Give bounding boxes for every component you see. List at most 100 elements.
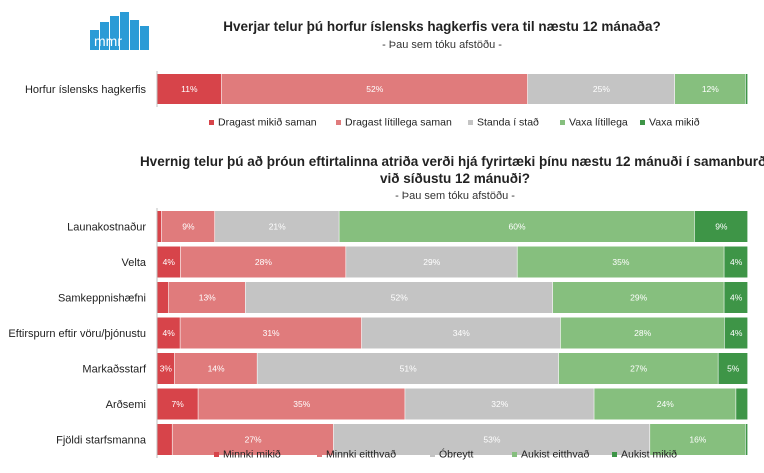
logo-text: mmr	[94, 33, 122, 49]
bar-segment	[172, 424, 334, 455]
legend-item-label: Standa í stað	[477, 117, 539, 129]
chart1-subtitle: - Þau sem tóku afstöðu -	[382, 39, 502, 51]
legend-item-label: Aukist eitthvað	[521, 449, 589, 461]
data-label: 52%	[366, 84, 383, 94]
data-label: 60%	[509, 222, 526, 232]
bar-segment	[221, 74, 528, 104]
bar-segment	[552, 282, 724, 313]
legend-swatch	[468, 120, 473, 125]
bar-segment	[157, 74, 222, 104]
data-label: 27%	[245, 435, 262, 445]
data-label: 13%	[199, 293, 216, 303]
category-label: Horfur íslensks hagkerfis	[25, 84, 147, 96]
data-label: 29%	[423, 257, 440, 267]
legend-swatch	[640, 120, 645, 125]
legend-item-label: Aukist mikið	[621, 449, 677, 461]
bar-segment	[198, 388, 405, 420]
bar-segment	[517, 246, 724, 278]
bar-segment	[718, 353, 748, 384]
data-label: 9%	[715, 222, 728, 232]
data-label: 3%	[160, 364, 173, 374]
legend-item-label: Vaxa mikið	[649, 117, 700, 129]
data-label: 31%	[263, 328, 280, 338]
category-label: Fjöldi starfsmanna	[56, 435, 147, 447]
data-label: 9%	[182, 222, 195, 232]
legend-swatch	[430, 452, 435, 457]
bar-segment	[168, 282, 246, 313]
data-label: 4%	[730, 328, 743, 338]
data-label: 29%	[630, 293, 647, 303]
legend-swatch	[560, 120, 565, 125]
bar-segment	[724, 317, 748, 349]
legend-item-label: Minnki mikið	[223, 449, 281, 461]
category-label: Velta	[122, 257, 147, 269]
bar-segment	[724, 282, 748, 313]
bar-segment	[745, 424, 748, 455]
bar-segment	[157, 317, 180, 349]
data-label: 28%	[255, 257, 272, 267]
bar-segment	[180, 317, 362, 349]
chart2-subtitle: - Þau sem tóku afstöðu -	[395, 190, 515, 202]
data-label: 27%	[630, 364, 647, 374]
bar-segment	[215, 211, 339, 242]
bar-segment	[157, 282, 169, 313]
bar-segment	[339, 211, 695, 242]
chart1-legend: Dragast mikið saman Dragast lítillega sam…	[209, 117, 700, 129]
data-label: 21%	[269, 222, 286, 232]
legend-item-label: Dragast mikið saman	[218, 117, 317, 129]
data-label: 5%	[727, 364, 740, 374]
category-label: Markaðsstarf	[82, 364, 147, 376]
legend-swatch	[317, 452, 322, 457]
bar-segment	[675, 74, 746, 104]
bar-segment	[745, 74, 748, 104]
data-label: 32%	[491, 399, 508, 409]
bar-segment	[157, 388, 198, 420]
data-label: 16%	[689, 435, 706, 445]
data-label: 25%	[593, 84, 610, 94]
data-label: 7%	[172, 399, 185, 409]
chart2-legend: Minnki mikið Minnki eitthvað Óbreytt Aukist…	[214, 448, 677, 461]
legend-swatch	[336, 120, 341, 125]
data-label: 4%	[730, 257, 743, 267]
bar-segment	[257, 353, 559, 384]
bar-segment	[157, 246, 181, 278]
data-label: 35%	[612, 257, 629, 267]
bar-segment	[174, 353, 257, 384]
legend-swatch	[612, 452, 617, 457]
bar-segment	[161, 211, 215, 242]
bar-segment	[736, 388, 748, 420]
bar-segment	[361, 317, 561, 349]
mmr-logo: mmr	[90, 12, 149, 50]
legend-swatch	[512, 452, 517, 457]
data-label: 11%	[181, 84, 198, 94]
data-label: 4%	[163, 257, 176, 267]
bar-segment	[724, 246, 748, 278]
bar-segment	[594, 388, 736, 420]
bar-segment	[157, 424, 172, 455]
data-label: 35%	[293, 399, 310, 409]
data-label: 52%	[391, 293, 408, 303]
chart2-title-line1: Hvernig telur þú að þróun eftirtalinna a…	[140, 154, 764, 169]
data-label: 4%	[730, 293, 743, 303]
data-label: 53%	[483, 435, 500, 445]
bar-segment	[180, 246, 346, 278]
bar-segment	[346, 246, 517, 278]
bar-segment	[333, 424, 650, 455]
bar-segment	[558, 353, 718, 384]
legend-item-label: Óbreytt	[439, 448, 474, 461]
bar-segment	[527, 74, 675, 104]
data-label: 28%	[634, 328, 651, 338]
legend-swatch	[209, 120, 214, 125]
bar-segment	[650, 424, 746, 455]
chart1-plot: Horfur íslensks hagkerfis 11% 52% 25% 12%	[25, 71, 748, 107]
legend-item-label: Vaxa lítillega	[569, 117, 628, 129]
category-label: Samkeppnishæfni	[58, 293, 146, 305]
bar-segment	[694, 211, 748, 242]
legend-item-label: Dragast lítillega saman	[345, 117, 452, 129]
bar-segment	[405, 388, 594, 420]
category-label: Eftirspurn eftir vöru/þjónustu	[8, 328, 146, 340]
bar-segment	[157, 211, 162, 242]
data-label: 14%	[208, 364, 225, 374]
data-label: 4%	[163, 328, 176, 338]
